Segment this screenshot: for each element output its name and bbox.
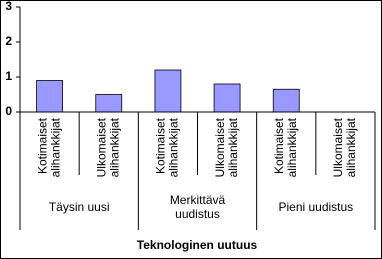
x-tick-label: alihankkijat xyxy=(285,117,299,177)
bar xyxy=(272,88,300,113)
bar xyxy=(213,83,241,113)
x-tick-label: alihankkijat xyxy=(107,117,121,177)
group-label: uudistus xyxy=(175,207,220,221)
x-tick-label: alihankkijat xyxy=(344,117,358,177)
bar xyxy=(154,69,182,113)
x-axis-title: Teknologinen uutuus xyxy=(137,238,258,252)
x-tick-label: alihankkijat xyxy=(167,117,181,177)
bar xyxy=(36,80,63,113)
group-label: Merkittävä xyxy=(170,193,226,207)
y-tick-label: 3 xyxy=(5,0,12,13)
x-tick-label: Kotimaiset xyxy=(272,117,286,174)
bar xyxy=(95,94,123,113)
x-tick-label: Ulkomaiset xyxy=(213,117,227,177)
x-tick-label: Kotimaiset xyxy=(154,117,168,174)
group-label: Täysin uusi xyxy=(49,200,110,214)
x-tick-label: Ulkomaiset xyxy=(94,117,108,177)
x-tick-label: Kotimaiset xyxy=(35,117,49,174)
y-tick-label: 2 xyxy=(5,34,12,48)
x-tick-label: alihankkijat xyxy=(226,117,240,177)
y-tick-label: 1 xyxy=(5,69,12,83)
x-tick-label: alihankkijat xyxy=(48,117,62,177)
group-label: Pieni uudistus xyxy=(278,200,353,214)
x-tick-label: Ulkomaiset xyxy=(331,117,345,177)
y-tick-label: 0 xyxy=(5,104,12,118)
